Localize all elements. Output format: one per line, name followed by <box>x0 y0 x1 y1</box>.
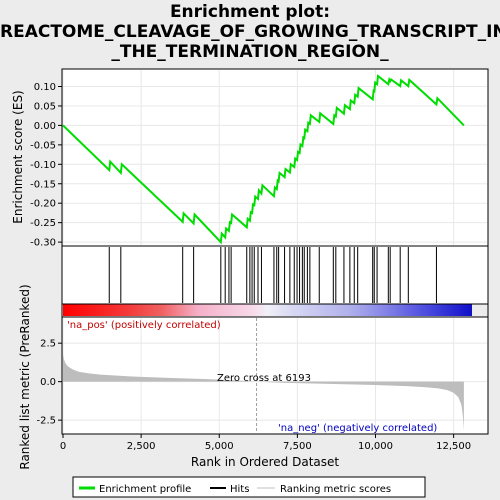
rank-x-tick-label: 10,000 <box>358 441 393 452</box>
rank-color-bar <box>63 304 472 316</box>
rank-y-axis: -2.5 0.0 2.5 <box>36 339 62 427</box>
rank-x-axis: 0 2,500 5,000 7,500 10,000 12,500 <box>60 434 471 452</box>
rank-y-tick-label: 0.0 <box>40 377 56 388</box>
es-panel-frame <box>61 68 489 247</box>
neg-corr-label: 'na_neg' (negatively correlated) <box>278 423 437 434</box>
legend-box <box>72 476 426 498</box>
legend-hits-label: Hits <box>230 484 249 495</box>
es-y-tick-label: -0.10 <box>30 160 56 171</box>
zero-cross-label: Zero cross at 6193 <box>217 373 311 384</box>
rank-y-tick-label: -2.5 <box>36 416 56 427</box>
rank-x-tick-label: 5,000 <box>205 441 234 452</box>
x-axis-label: Rank in Ordered Dataset <box>191 455 339 469</box>
chart-title-line-3: _THE_TERMINATION_REGION_ <box>111 42 389 62</box>
hit-markers <box>108 247 437 303</box>
rank-y-tick-label: 2.5 <box>40 339 56 350</box>
rank-x-tick-label: 2,500 <box>127 441 156 452</box>
chart-title-line-2: REACTOME_CLEAVAGE_OF_GROWING_TRANSCRIPT_… <box>0 22 500 42</box>
es-y-tick-label: -0.20 <box>30 199 56 210</box>
pos-corr-label: 'na_pos' (positively correlated) <box>67 320 221 331</box>
legend-metric-label: Ranking metric scores <box>280 484 391 495</box>
legend-enrichment-label: Enrichment profile <box>99 484 191 495</box>
rank-y-label: Ranked list metric (PreRanked) <box>18 284 32 469</box>
es-y-axis: -0.30 -0.25 -0.20 -0.15 -0.10 -0.05 0.00 0.05 0.… <box>30 82 62 249</box>
chart-title-line-1: Enrichment plot: <box>169 2 331 22</box>
rank-x-tick-label: 7,500 <box>283 441 312 452</box>
rank-x-tick-label: 12,500 <box>436 441 471 452</box>
es-y-tick-label: 0.05 <box>34 101 56 112</box>
es-y-tick-label: 0.10 <box>34 82 56 93</box>
es-y-tick-label: -0.05 <box>30 140 56 151</box>
rank-x-tick-label: 0 <box>60 441 66 452</box>
enrichment-profile-line <box>62 74 465 245</box>
es-y-tick-label: -0.15 <box>30 179 56 190</box>
es-y-tick-label: 0.00 <box>34 121 56 132</box>
es-y-tick-label: -0.30 <box>30 238 56 249</box>
es-y-label: Enrichment score (ES) <box>11 90 25 223</box>
hits-panel-frame <box>61 245 489 305</box>
rank-panel-frame <box>61 316 489 435</box>
es-y-tick-label: -0.25 <box>30 218 56 229</box>
chart-title: Enrichment plot: REACTOME_CLEAVAGE_OF_GR… <box>0 2 500 62</box>
